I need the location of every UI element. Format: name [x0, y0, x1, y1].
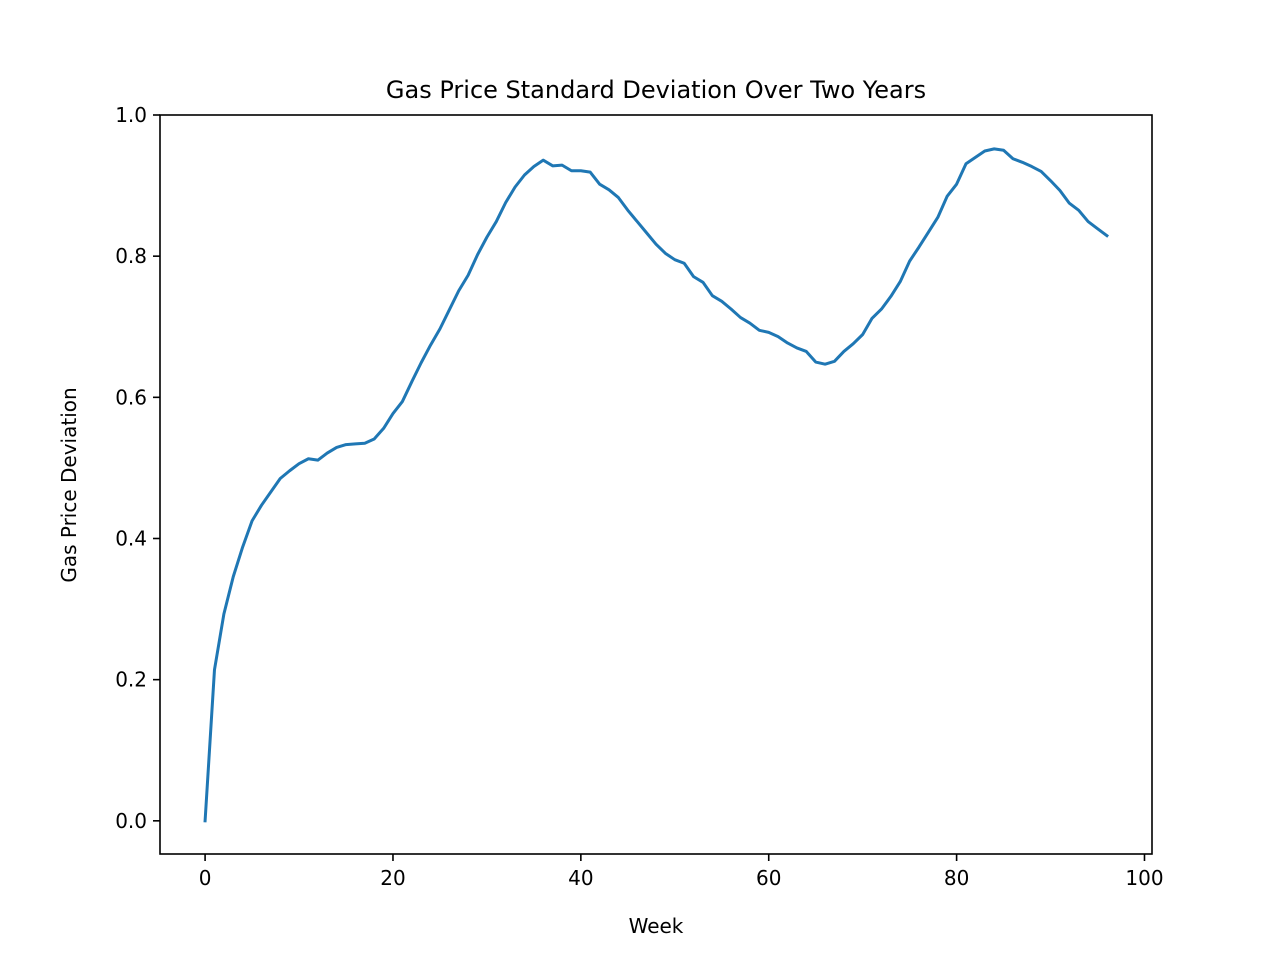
chart-title: Gas Price Standard Deviation Over Two Ye…	[386, 76, 926, 104]
x-tick-label: 0	[199, 866, 212, 890]
y-tick-label: 0.6	[115, 385, 147, 409]
x-tick-label: 100	[1125, 866, 1163, 890]
x-tick-label: 80	[944, 866, 969, 890]
series-layer	[203, 147, 1110, 823]
y-tick-label: 0.0	[115, 809, 147, 833]
y-tick-label: 1.0	[115, 103, 147, 127]
x-tick-label: 20	[380, 866, 405, 890]
x-axis-label: Week	[629, 914, 684, 938]
y-axis-label: Gas Price Deviation	[57, 387, 81, 582]
series-line	[203, 147, 1110, 823]
x-tick-label: 40	[568, 866, 593, 890]
y-tick-label: 0.2	[115, 668, 147, 692]
plot-frame	[159, 114, 1153, 855]
y-tick-label: 0.8	[115, 244, 147, 268]
x-tick-label: 60	[756, 866, 781, 890]
tick-layer: 0 20 40 60 80 100 0.0 0.2 0.4 0.6 0.8 1.0	[115, 103, 1163, 890]
y-tick-label: 0.4	[115, 526, 147, 550]
